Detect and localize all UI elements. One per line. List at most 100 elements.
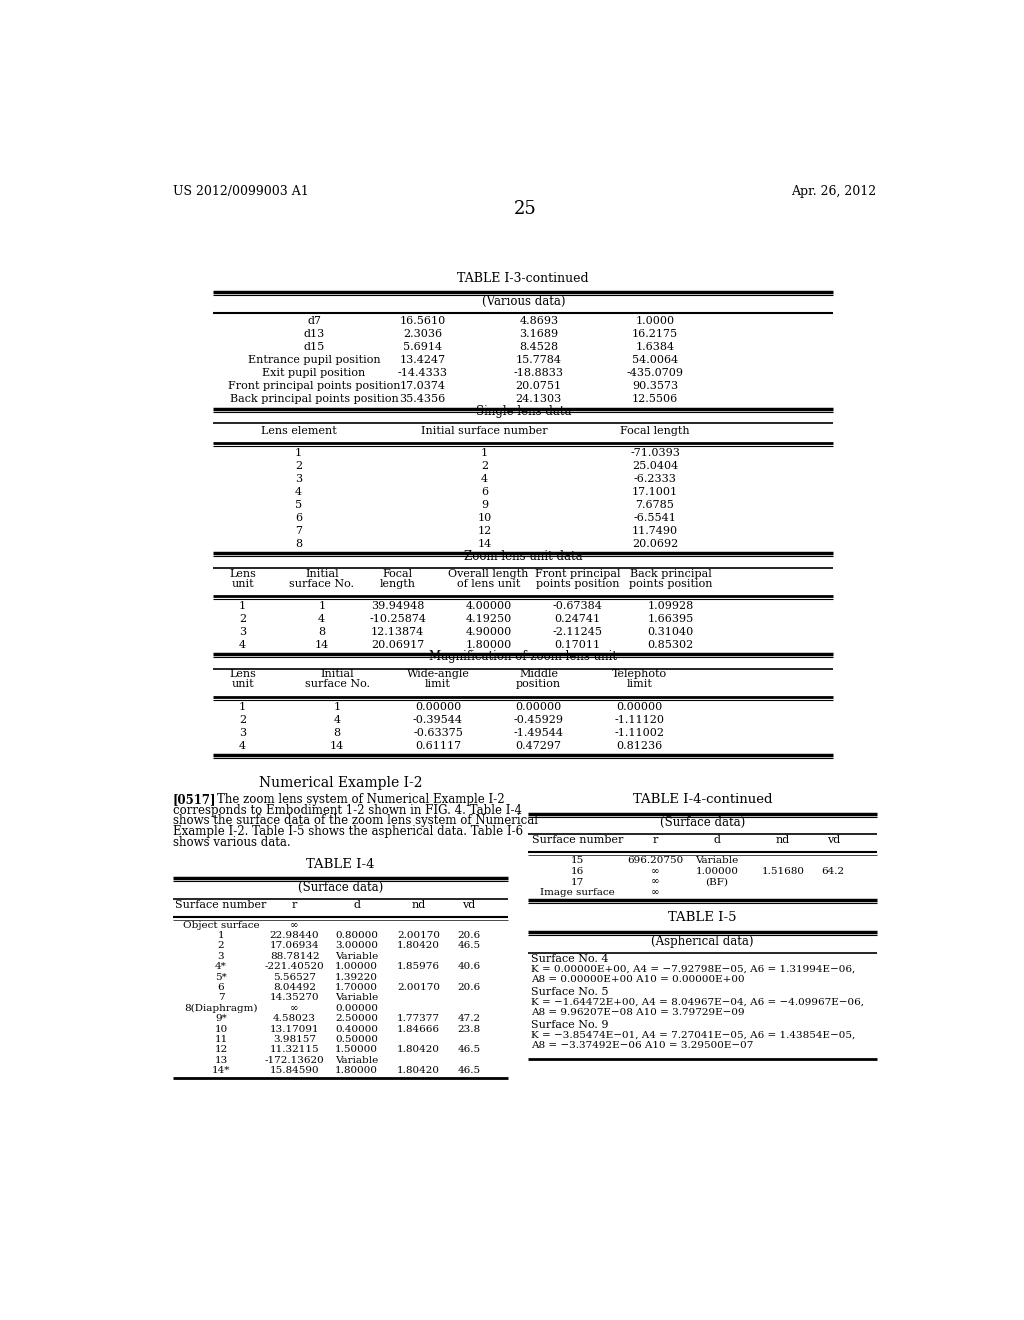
Text: 6: 6 bbox=[481, 487, 488, 496]
Text: 46.5: 46.5 bbox=[458, 941, 480, 950]
Text: Focal: Focal bbox=[383, 569, 413, 578]
Text: -221.40520: -221.40520 bbox=[265, 962, 325, 972]
Text: 1.0000: 1.0000 bbox=[636, 315, 675, 326]
Text: US 2012/0099003 A1: US 2012/0099003 A1 bbox=[173, 185, 308, 198]
Text: TABLE I-4: TABLE I-4 bbox=[306, 858, 375, 871]
Text: 0.31040: 0.31040 bbox=[647, 627, 693, 638]
Text: Entrance pupil position: Entrance pupil position bbox=[248, 355, 380, 366]
Text: 17.06934: 17.06934 bbox=[269, 941, 319, 950]
Text: 3.00000: 3.00000 bbox=[335, 941, 378, 950]
Text: 1.77377: 1.77377 bbox=[397, 1014, 440, 1023]
Text: 7.6785: 7.6785 bbox=[636, 500, 675, 510]
Text: unit: unit bbox=[231, 680, 254, 689]
Text: 46.5: 46.5 bbox=[458, 1045, 480, 1055]
Text: 1.85976: 1.85976 bbox=[397, 962, 440, 972]
Text: Object surface: Object surface bbox=[182, 920, 259, 929]
Text: -0.67384: -0.67384 bbox=[553, 601, 602, 611]
Text: 3: 3 bbox=[240, 727, 246, 738]
Text: unit: unit bbox=[231, 578, 254, 589]
Text: 4: 4 bbox=[240, 640, 246, 651]
Text: -2.11245: -2.11245 bbox=[553, 627, 602, 638]
Text: 1.84666: 1.84666 bbox=[397, 1024, 440, 1034]
Text: Surface No. 4: Surface No. 4 bbox=[531, 953, 608, 964]
Text: 11.7490: 11.7490 bbox=[632, 527, 678, 536]
Text: 64.2: 64.2 bbox=[821, 867, 845, 875]
Text: 11.32115: 11.32115 bbox=[269, 1045, 319, 1055]
Text: limit: limit bbox=[425, 680, 451, 689]
Text: 20.0751: 20.0751 bbox=[516, 381, 562, 392]
Text: Surface No. 9: Surface No. 9 bbox=[531, 1020, 608, 1030]
Text: points position: points position bbox=[629, 578, 713, 589]
Text: 1.09928: 1.09928 bbox=[647, 601, 693, 611]
Text: Single lens data: Single lens data bbox=[475, 405, 571, 418]
Text: Example I-2. Table I-5 shows the aspherical data. Table I-6: Example I-2. Table I-5 shows the aspheri… bbox=[173, 825, 523, 838]
Text: 4*: 4* bbox=[215, 962, 227, 972]
Text: 1.80420: 1.80420 bbox=[397, 1067, 440, 1076]
Text: 14: 14 bbox=[314, 640, 329, 651]
Text: vd: vd bbox=[826, 836, 840, 845]
Text: 2: 2 bbox=[218, 941, 224, 950]
Text: 9*: 9* bbox=[215, 1014, 227, 1023]
Text: 15.7784: 15.7784 bbox=[516, 355, 562, 366]
Text: Variable: Variable bbox=[695, 855, 738, 865]
Text: -1.49544: -1.49544 bbox=[514, 727, 564, 738]
Text: Initial: Initial bbox=[305, 569, 339, 578]
Text: 4.90000: 4.90000 bbox=[465, 627, 512, 638]
Text: 4: 4 bbox=[240, 741, 246, 751]
Text: Variable: Variable bbox=[335, 1056, 378, 1065]
Text: 1.6384: 1.6384 bbox=[636, 342, 675, 352]
Text: 3: 3 bbox=[240, 627, 246, 638]
Text: [0517]: [0517] bbox=[173, 793, 216, 807]
Text: -6.2333: -6.2333 bbox=[634, 474, 677, 484]
Text: 3: 3 bbox=[295, 474, 302, 484]
Text: 88.78142: 88.78142 bbox=[269, 952, 319, 961]
Text: 6: 6 bbox=[218, 983, 224, 993]
Text: Surface No. 5: Surface No. 5 bbox=[531, 986, 608, 997]
Text: 54.0064: 54.0064 bbox=[632, 355, 678, 366]
Text: 2: 2 bbox=[481, 461, 488, 471]
Text: Initial: Initial bbox=[321, 669, 354, 680]
Text: 20.6: 20.6 bbox=[458, 983, 480, 993]
Text: d15: d15 bbox=[303, 342, 325, 352]
Text: corresponds to Embodiment 1-2 shown in FIG. 4. Table I-4: corresponds to Embodiment 1-2 shown in F… bbox=[173, 804, 522, 817]
Text: 16: 16 bbox=[570, 867, 584, 875]
Text: -0.63375: -0.63375 bbox=[413, 727, 463, 738]
Text: Back principal points position: Back principal points position bbox=[229, 395, 398, 404]
Text: TABLE I-5: TABLE I-5 bbox=[668, 912, 736, 924]
Text: 1.50000: 1.50000 bbox=[335, 1045, 378, 1055]
Text: Front principal points position: Front principal points position bbox=[227, 381, 400, 392]
Text: 5: 5 bbox=[295, 500, 302, 510]
Text: 0.00000: 0.00000 bbox=[616, 702, 663, 711]
Text: K = 0.00000E+00, A4 = −7.92798E−05, A6 = 1.31994E−06,: K = 0.00000E+00, A4 = −7.92798E−05, A6 =… bbox=[531, 965, 855, 974]
Text: surface No.: surface No. bbox=[305, 680, 370, 689]
Text: ∞: ∞ bbox=[650, 878, 659, 887]
Text: Surface number: Surface number bbox=[175, 900, 266, 909]
Text: Front principal: Front principal bbox=[535, 569, 621, 578]
Text: A8 = 0.00000E+00 A10 = 0.00000E+00: A8 = 0.00000E+00 A10 = 0.00000E+00 bbox=[531, 974, 744, 983]
Text: Magnification of zoom lens unit: Magnification of zoom lens unit bbox=[429, 651, 617, 664]
Text: 20.6: 20.6 bbox=[458, 931, 480, 940]
Text: 17: 17 bbox=[570, 878, 584, 887]
Text: 8.4528: 8.4528 bbox=[519, 342, 558, 352]
Text: 17.0374: 17.0374 bbox=[399, 381, 445, 392]
Text: -71.0393: -71.0393 bbox=[630, 447, 680, 458]
Text: 35.4356: 35.4356 bbox=[399, 395, 445, 404]
Text: 0.61117: 0.61117 bbox=[415, 741, 461, 751]
Text: 16.5610: 16.5610 bbox=[399, 315, 445, 326]
Text: 1.39220: 1.39220 bbox=[335, 973, 378, 982]
Text: 1.80000: 1.80000 bbox=[465, 640, 512, 651]
Text: 0.00000: 0.00000 bbox=[415, 702, 461, 711]
Text: 1: 1 bbox=[334, 702, 341, 711]
Text: 46.5: 46.5 bbox=[458, 1067, 480, 1076]
Text: 0.47297: 0.47297 bbox=[516, 741, 562, 751]
Text: -0.45929: -0.45929 bbox=[514, 715, 564, 725]
Text: -172.13620: -172.13620 bbox=[265, 1056, 325, 1065]
Text: 14.35270: 14.35270 bbox=[269, 994, 319, 1002]
Text: r: r bbox=[292, 900, 297, 909]
Text: 16.2175: 16.2175 bbox=[632, 329, 678, 339]
Text: 1.80000: 1.80000 bbox=[335, 1067, 378, 1076]
Text: 5*: 5* bbox=[215, 973, 227, 982]
Text: 8.04492: 8.04492 bbox=[273, 983, 316, 993]
Text: 1.66395: 1.66395 bbox=[647, 614, 693, 624]
Text: 8: 8 bbox=[318, 627, 326, 638]
